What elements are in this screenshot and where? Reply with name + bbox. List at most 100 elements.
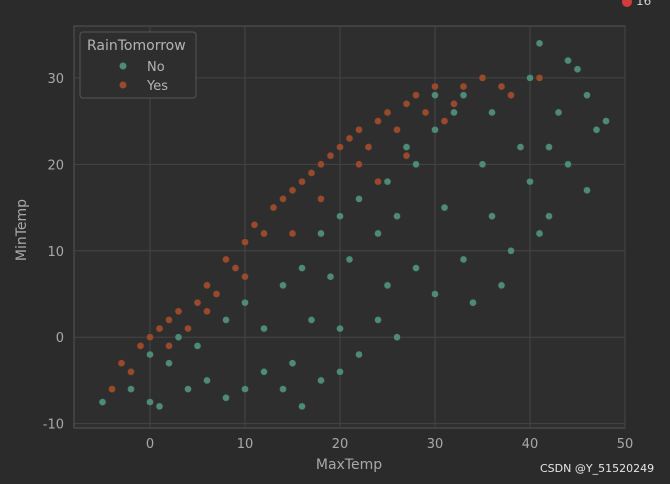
data-point-yes [307,169,316,177]
data-point-no [260,324,268,333]
data-point-yes [288,186,297,195]
data-point-no [298,264,306,272]
data-point-yes [184,324,192,333]
y-axis-label: MinTemp [14,199,30,261]
data-point-no [431,125,439,134]
data-point-yes [355,125,363,134]
data-point-yes [326,151,335,160]
data-point-no [583,91,591,100]
data-point-no [535,39,544,48]
data-point-no [554,108,563,117]
data-point-no [345,255,354,264]
data-point-no [317,229,325,238]
data-point-yes [383,108,392,117]
data-point-yes [478,73,487,82]
data-point-yes [412,91,420,100]
data-point-no [583,186,591,195]
data-point-yes [317,160,325,169]
data-point-no [402,143,411,151]
data-point-no [241,385,249,393]
data-point-no [184,385,192,393]
data-point-yes [212,290,221,298]
data-point-yes [279,195,287,203]
data-point-no [564,56,572,65]
data-point-yes [165,341,173,350]
data-point-no [526,177,534,186]
data-point-yes [146,333,154,342]
data-point-yes [374,177,382,186]
data-point-no [374,316,382,324]
axis-ticks: 0 10 20 30 40 50 -10 0 10 20 30 [43,72,634,452]
data-point-no [383,177,392,186]
legend-box [79,31,197,99]
y-tick-label: 0 [56,331,64,346]
data-point-no [203,376,211,385]
data-point-no [279,281,287,290]
data-point-no [98,398,107,406]
data-point-no [431,91,439,100]
data-point-no [450,108,458,117]
data-point-no [174,333,183,342]
data-point-yes [269,203,278,212]
y-tick-label: 10 [47,245,64,260]
data-point-yes [298,177,306,186]
data-point-yes [535,73,544,82]
x-tick-label: 30 [427,437,444,452]
data-point-no [393,212,401,221]
data-point-no [393,333,401,342]
data-point-yes [317,195,325,203]
data-point-yes [117,359,126,368]
data-point-yes [431,82,439,91]
x-tick-label: 20 [332,437,349,452]
data-point-yes [336,143,344,151]
data-point-no [564,160,572,169]
data-point-yes [374,117,382,125]
data-point-no [279,385,287,393]
data-point-no [431,290,439,298]
data-point-no [146,350,154,359]
data-point-no [336,212,344,221]
data-point-yes [393,125,401,134]
data-point-no [127,385,135,393]
data-point-no [298,402,306,411]
data-point-no [146,398,154,406]
data-point-no [488,212,496,221]
data-point-yes [364,143,373,151]
data-point-no [469,298,477,307]
data-point-no [459,255,468,264]
data-point-yes [108,385,116,393]
data-point-no [497,281,506,290]
data-point-yes [231,264,240,272]
notification-badge[interactable]: 16 [612,0,670,8]
data-point-yes [402,99,411,108]
data-point-no [459,91,468,100]
data-point-yes [193,298,202,307]
data-point-yes [355,160,363,169]
badge-count: 16 [636,0,652,8]
data-point-no [165,359,173,368]
data-point-yes [136,341,145,350]
legend-entry-yes: Yes [146,79,168,94]
data-point-yes [507,91,515,100]
error-dot-icon [622,0,632,7]
data-point-yes [203,307,211,316]
data-point-yes [203,281,211,290]
data-point-yes [260,229,268,238]
data-point-no [545,212,553,221]
y-tick-label: 30 [47,72,64,87]
data-point-yes [250,220,259,229]
data-point-no [317,376,325,385]
x-tick-label: 10 [237,437,254,452]
data-point-no [260,367,268,376]
data-point-no [307,316,316,324]
data-point-yes [497,82,506,91]
data-point-yes [222,255,230,264]
watermark: CSDN @Y_51520249 [540,462,655,475]
data-point-no [516,143,525,151]
data-point-no [592,125,601,134]
data-point-yes [155,324,164,333]
x-tick-label: 40 [522,437,539,452]
legend: RainTomorrow No Yes [79,31,197,99]
data-point-no [288,359,297,368]
